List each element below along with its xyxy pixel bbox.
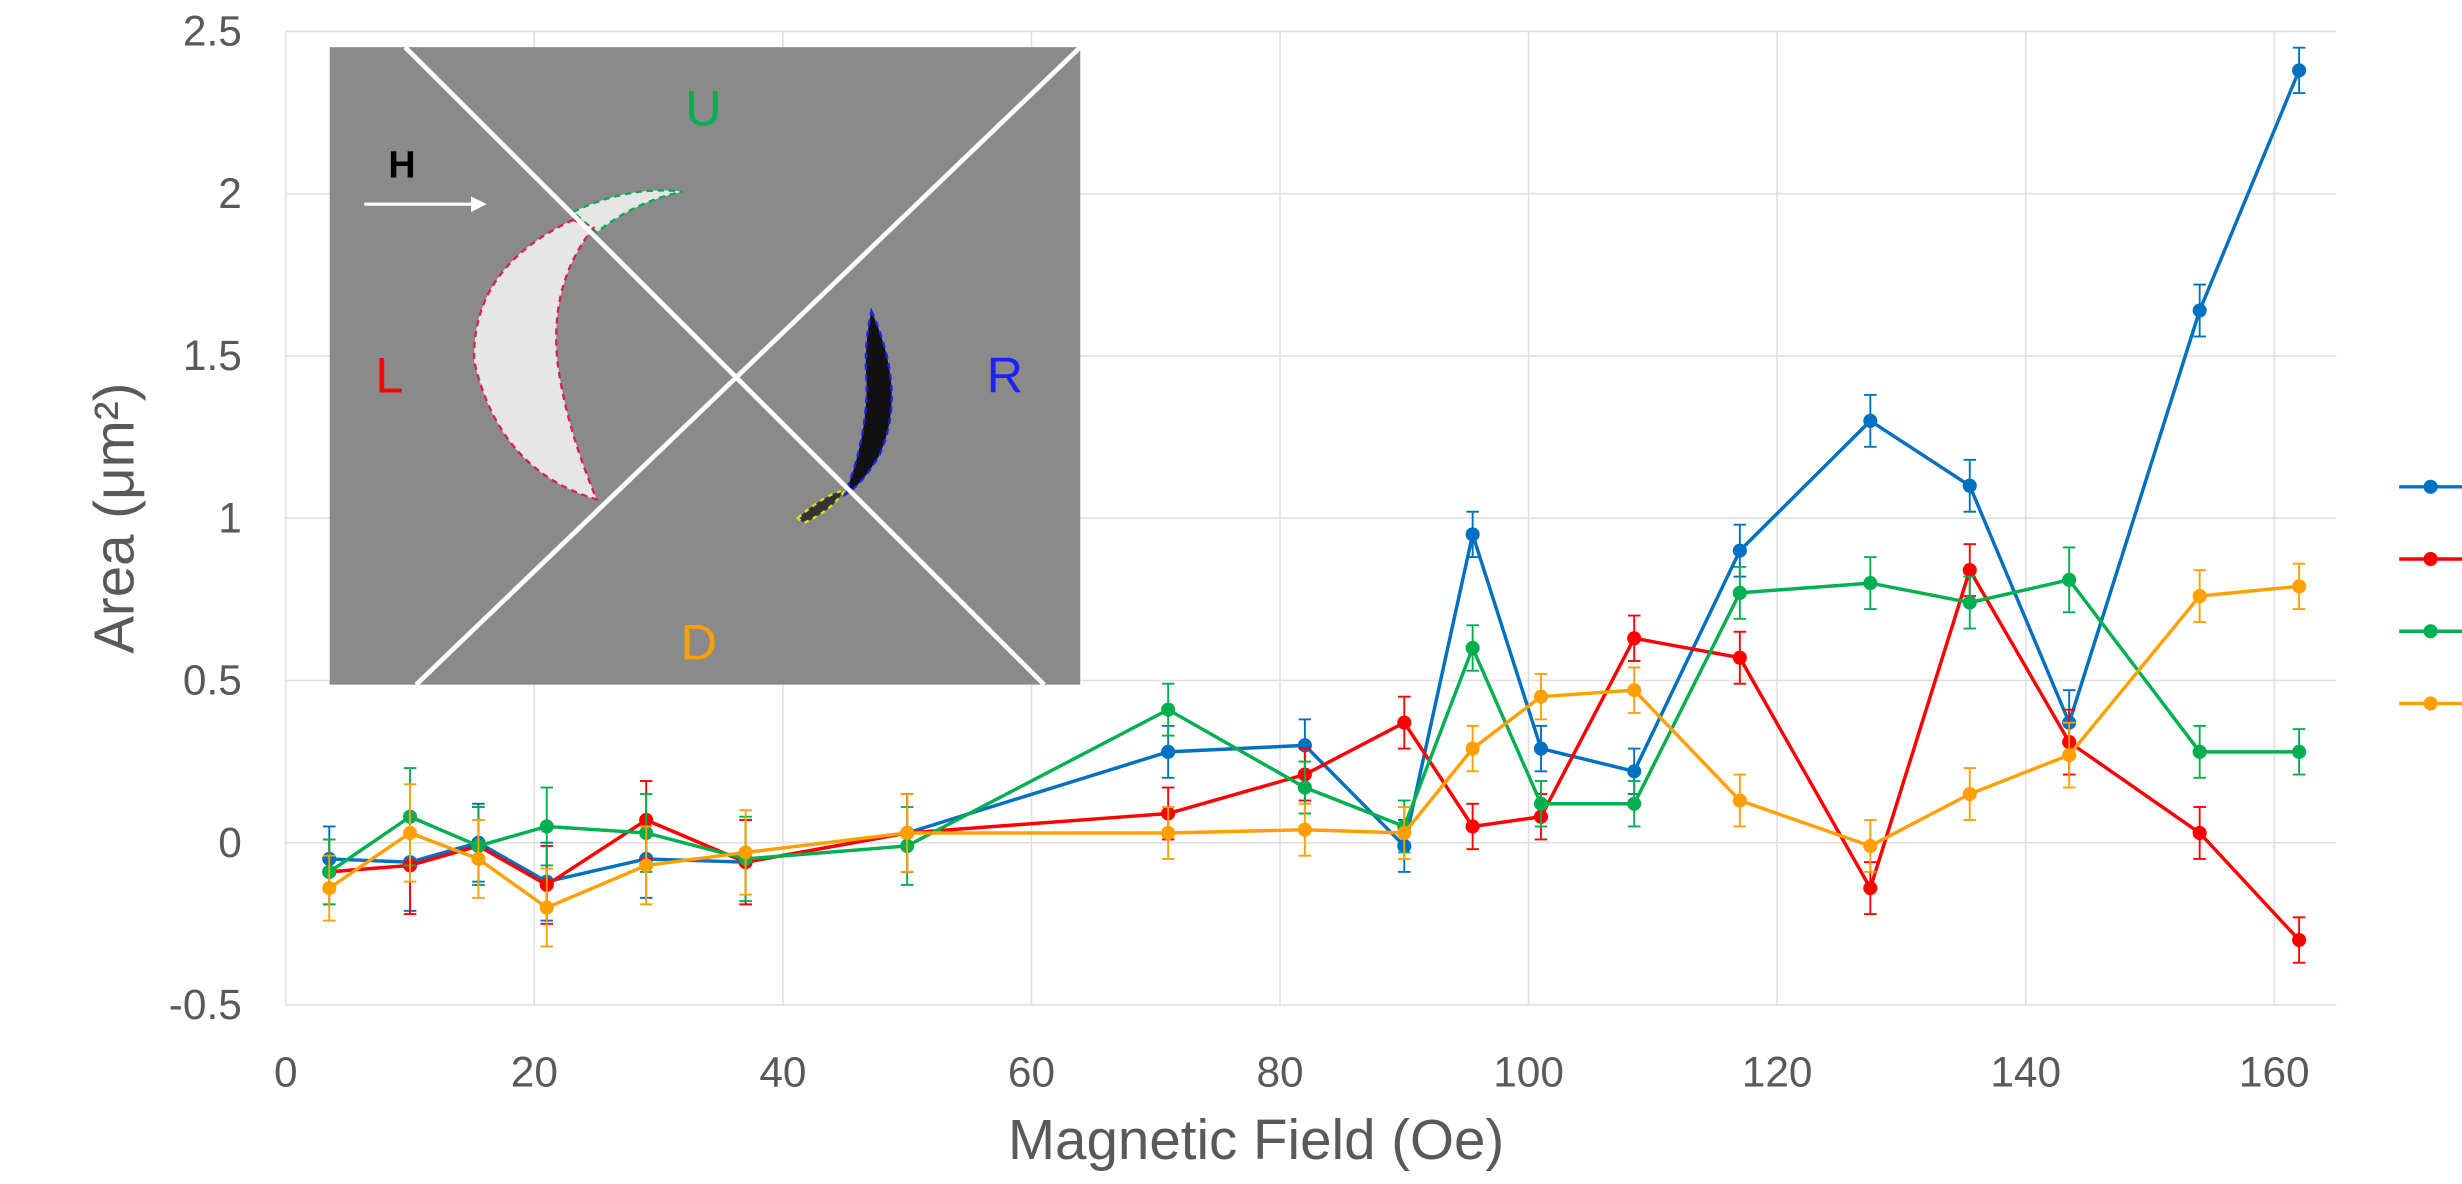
data-point — [1161, 826, 1175, 840]
data-point — [2292, 63, 2306, 77]
legend-marker — [2424, 696, 2438, 710]
data-point — [2062, 573, 2076, 587]
data-point — [1466, 641, 1480, 655]
legend-marker — [2424, 480, 2438, 494]
data-point — [1161, 703, 1175, 717]
x-tick-label: 120 — [1742, 1049, 1813, 1096]
data-point — [1466, 527, 1480, 541]
data-point — [1863, 881, 1877, 895]
x-tick-label: 160 — [2239, 1049, 2310, 1096]
y-tick-label: 1.5 — [183, 332, 242, 379]
data-point — [1863, 576, 1877, 590]
data-point — [1466, 819, 1480, 833]
x-tick-label: 40 — [759, 1049, 806, 1096]
y-tick-label: 2.5 — [183, 8, 242, 55]
x-tick-label: 60 — [1008, 1049, 1055, 1096]
data-point — [2193, 589, 2207, 603]
data-point — [1161, 745, 1175, 759]
data-point — [1963, 563, 1977, 577]
data-point — [739, 845, 753, 859]
x-axis-title: Magnetic Field (Oe) — [1008, 1108, 1504, 1171]
legend-marker — [2424, 552, 2438, 566]
inset-label: R — [987, 348, 1023, 404]
x-tick-label: 100 — [1493, 1049, 1564, 1096]
data-point — [1963, 479, 1977, 493]
inset-image: U L R D H — [330, 47, 1081, 684]
data-point — [2292, 933, 2306, 947]
data-point — [471, 852, 485, 866]
page: {"chart_data":{"type":"line", "xlabel":"… — [0, 0, 2462, 1184]
data-point — [1627, 764, 1641, 778]
chart: -0.5 0 0.5 1 1.5 2 2.5 0 20 40 60 80 100 120 140 160 U … — [0, 0, 2462, 1184]
data-point — [1627, 797, 1641, 811]
data-point — [900, 826, 914, 840]
data-point — [1733, 651, 1747, 665]
inset-label: U — [685, 81, 721, 137]
data-point — [403, 826, 417, 840]
x-tick-label: 0 — [274, 1049, 298, 1096]
data-point — [1534, 797, 1548, 811]
data-point — [1397, 826, 1411, 840]
data-point — [1397, 716, 1411, 730]
y-axis-title: Area (μm²) — [82, 383, 145, 654]
data-point — [1298, 780, 1312, 794]
y-tick-label: 1 — [218, 494, 242, 541]
data-point — [540, 901, 554, 915]
data-point — [1963, 596, 1977, 610]
data-point — [2062, 748, 2076, 762]
data-point — [639, 858, 653, 872]
data-point — [1534, 690, 1548, 704]
data-point — [540, 819, 554, 833]
x-tick-label: 80 — [1256, 1049, 1303, 1096]
data-point — [2193, 303, 2207, 317]
data-point — [1963, 787, 1977, 801]
data-point — [1733, 793, 1747, 807]
inset-label: L — [375, 348, 403, 404]
data-point — [1466, 742, 1480, 756]
data-point — [2292, 579, 2306, 593]
data-point — [1627, 631, 1641, 645]
data-point — [1733, 544, 1747, 558]
x-tick-label: 20 — [511, 1049, 558, 1096]
data-point — [2193, 745, 2207, 759]
data-point — [2292, 745, 2306, 759]
y-tick-label: 2 — [218, 170, 242, 217]
data-point — [1733, 586, 1747, 600]
x-tick-label: 140 — [1990, 1049, 2061, 1096]
y-tick-label: -0.5 — [169, 981, 242, 1028]
inset-label: H — [388, 143, 415, 185]
data-point — [1863, 839, 1877, 853]
inset-label: D — [681, 615, 717, 671]
y-tick-label: 0.5 — [183, 657, 242, 704]
data-point — [322, 881, 336, 895]
inset-background — [330, 47, 1081, 684]
legend-marker — [2424, 624, 2438, 638]
data-point — [2193, 826, 2207, 840]
data-point — [1534, 742, 1548, 756]
data-point — [1863, 414, 1877, 428]
data-point — [1627, 683, 1641, 697]
data-point — [1298, 823, 1312, 837]
y-tick-label: 0 — [218, 819, 242, 866]
